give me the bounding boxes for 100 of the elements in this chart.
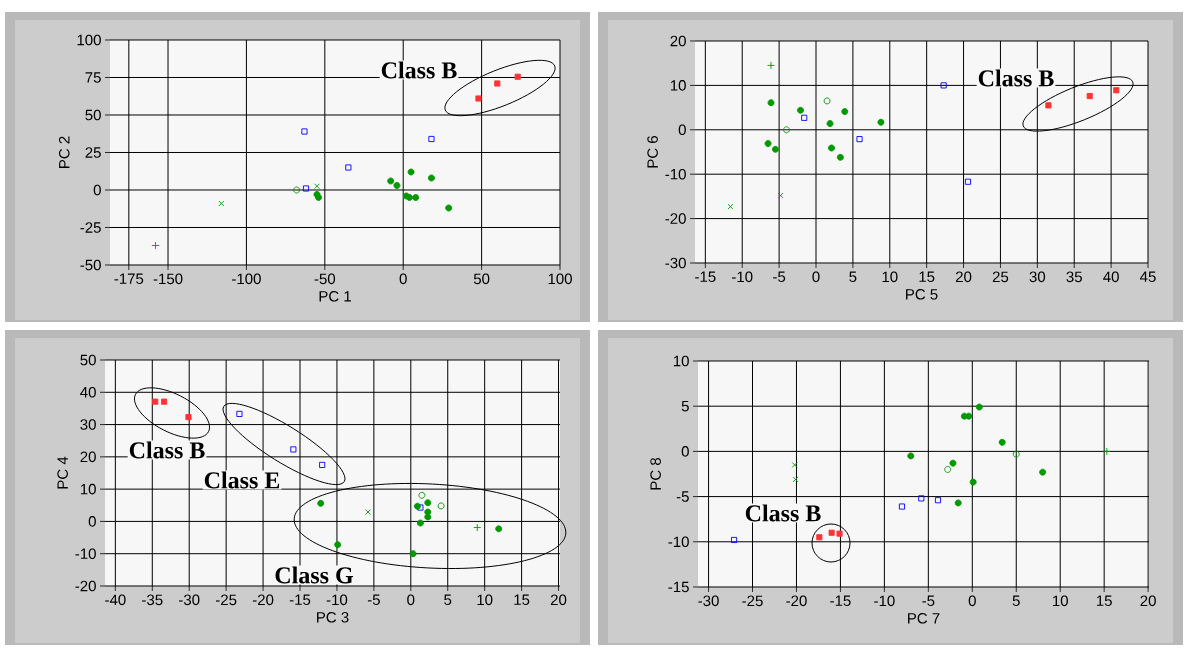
annotation: Class B — [745, 504, 821, 522]
point — [841, 108, 849, 116]
x-tick-label: -5 — [367, 594, 380, 605]
y-tick-label: 20 — [80, 451, 96, 463]
point — [393, 182, 401, 189]
y-tick-label: -20 — [75, 580, 96, 592]
y-tick-label: 0 — [681, 446, 689, 457]
point — [826, 120, 834, 128]
y-tick-label: 50 — [85, 109, 101, 121]
point — [836, 530, 843, 537]
y-tick-label: -25 — [80, 222, 101, 233]
point — [387, 177, 395, 185]
x-tick-label: 40 — [1103, 271, 1119, 283]
point — [727, 203, 734, 210]
x-axis-title: PC 5 — [906, 289, 938, 300]
x-tick-label: 15 — [1096, 595, 1112, 606]
point — [424, 513, 432, 521]
y-tick-label: -30 — [665, 257, 686, 269]
x-tick-label: -10 — [326, 594, 348, 606]
y-tick-label: -10 — [668, 536, 689, 548]
point — [907, 452, 915, 460]
point — [797, 106, 804, 114]
point — [290, 446, 297, 453]
point — [317, 499, 325, 507]
point — [877, 118, 885, 126]
point — [816, 534, 823, 541]
x-tick-label: 100 — [548, 273, 572, 285]
point — [918, 495, 925, 502]
point — [731, 536, 738, 544]
x-tick-label: 10 — [477, 594, 493, 606]
y-tick-label: 5 — [681, 400, 689, 412]
point — [856, 136, 863, 143]
point — [152, 398, 159, 405]
x-tick-label: -30 — [179, 594, 200, 606]
x-axis-title: PC 3 — [317, 612, 349, 623]
x-tick-label: 0 — [407, 594, 415, 606]
x-tick-label: 5 — [1012, 595, 1020, 606]
y-tick-label: 0 — [678, 124, 686, 136]
x-tick-label: -35 — [142, 594, 163, 606]
point — [1012, 450, 1020, 458]
point — [949, 459, 957, 467]
x-axis-title: PC 7 — [908, 613, 940, 624]
point — [151, 241, 160, 250]
point — [514, 73, 521, 80]
x-tick-label: 10 — [882, 271, 898, 283]
x-tick-label: -100 — [232, 273, 261, 285]
point — [424, 499, 432, 507]
point — [1045, 102, 1052, 109]
point — [494, 80, 501, 87]
point — [319, 461, 326, 468]
y-tick-label: 10 — [670, 80, 686, 91]
x-tick-label: 0 — [812, 271, 820, 283]
y-tick-label: 100 — [77, 34, 101, 46]
x-tick-label: -25 — [215, 594, 237, 606]
annotation: Class E — [204, 471, 280, 489]
point — [1102, 447, 1111, 456]
x-tick-label: 0 — [968, 595, 976, 607]
point — [777, 192, 784, 199]
point — [314, 183, 320, 190]
point — [345, 164, 352, 171]
y-tick-label: 20 — [670, 35, 686, 47]
point — [236, 410, 243, 417]
annotation: Class B — [129, 441, 205, 459]
y-tick-label: 25 — [85, 147, 101, 158]
point — [1113, 87, 1120, 94]
y-tick-label: 10 — [80, 483, 96, 495]
point — [428, 135, 435, 143]
x-axis-title: PC 1 — [319, 291, 351, 302]
point — [406, 194, 413, 201]
point — [161, 398, 168, 405]
x-tick-label: -150 — [153, 273, 183, 285]
y-tick-label: 75 — [85, 72, 101, 83]
point — [409, 550, 417, 558]
point — [801, 114, 808, 121]
point — [475, 95, 482, 102]
x-tick-label: -5 — [773, 271, 786, 282]
x-tick-label: -20 — [252, 594, 274, 606]
point — [828, 529, 835, 536]
x-tick-label: 25 — [992, 271, 1009, 283]
x-tick-label: 5 — [849, 271, 857, 282]
x-tick-label: -40 — [105, 594, 126, 606]
annotation: Class G — [275, 566, 354, 584]
x-tick-label: 5 — [444, 594, 452, 605]
x-tick-label: 10 — [1053, 595, 1068, 607]
point — [495, 525, 503, 533]
point — [791, 462, 798, 468]
y-tick-label: 10 — [673, 355, 689, 367]
point — [334, 541, 342, 549]
y-tick-label: -10 — [665, 168, 686, 180]
point — [836, 153, 844, 161]
x-tick-label: -10 — [874, 595, 895, 607]
point — [302, 185, 310, 192]
point — [185, 414, 192, 421]
y-axis-title: PC 8 — [650, 457, 661, 490]
y-tick-label: -10 — [75, 548, 96, 560]
point — [473, 523, 482, 532]
y-axis-title: PC 6 — [647, 135, 658, 168]
x-tick-label: -5 — [922, 595, 935, 606]
x-tick-label: -10 — [732, 271, 753, 283]
point — [407, 168, 415, 176]
